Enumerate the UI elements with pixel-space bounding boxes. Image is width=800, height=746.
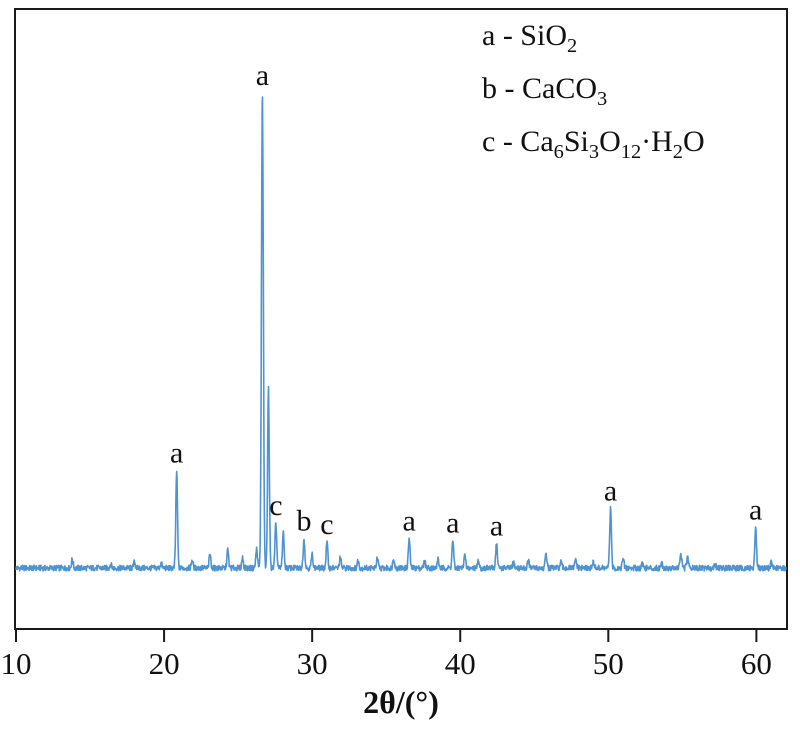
peak-label-a: a — [446, 506, 459, 539]
legend-item-b: b - CaCO3 — [482, 72, 608, 110]
x-tick-label: 10 — [1, 646, 32, 681]
peak-label-a: a — [749, 494, 762, 527]
peak-label-c: c — [269, 489, 282, 522]
plot-frame — [14, 8, 788, 630]
legend-item-c: c - Ca6Si3O12·H2O — [482, 125, 705, 163]
x-tick-label: 50 — [593, 646, 624, 681]
peak-label-a: a — [256, 59, 269, 92]
legend: a - SiO2 b - CaCO3 c - Ca6Si3O12·H2O — [482, 16, 705, 163]
legend-item-a: a - SiO2 — [482, 19, 578, 57]
peak-label-a: a — [402, 505, 415, 538]
x-axis-title: 2θ/(°) — [363, 684, 439, 720]
x-tick-label: 60 — [741, 646, 772, 681]
peak-label-c: c — [320, 508, 333, 541]
peak-label-a: a — [604, 475, 617, 508]
x-tick-label: 40 — [445, 646, 476, 681]
xrd-trace — [15, 96, 787, 572]
peak-label-a: a — [490, 509, 503, 542]
x-tick-label: 20 — [149, 646, 180, 681]
peak-label-b: b — [297, 505, 312, 538]
x-tick-label: 30 — [297, 646, 328, 681]
peak-label-a: a — [170, 437, 183, 470]
